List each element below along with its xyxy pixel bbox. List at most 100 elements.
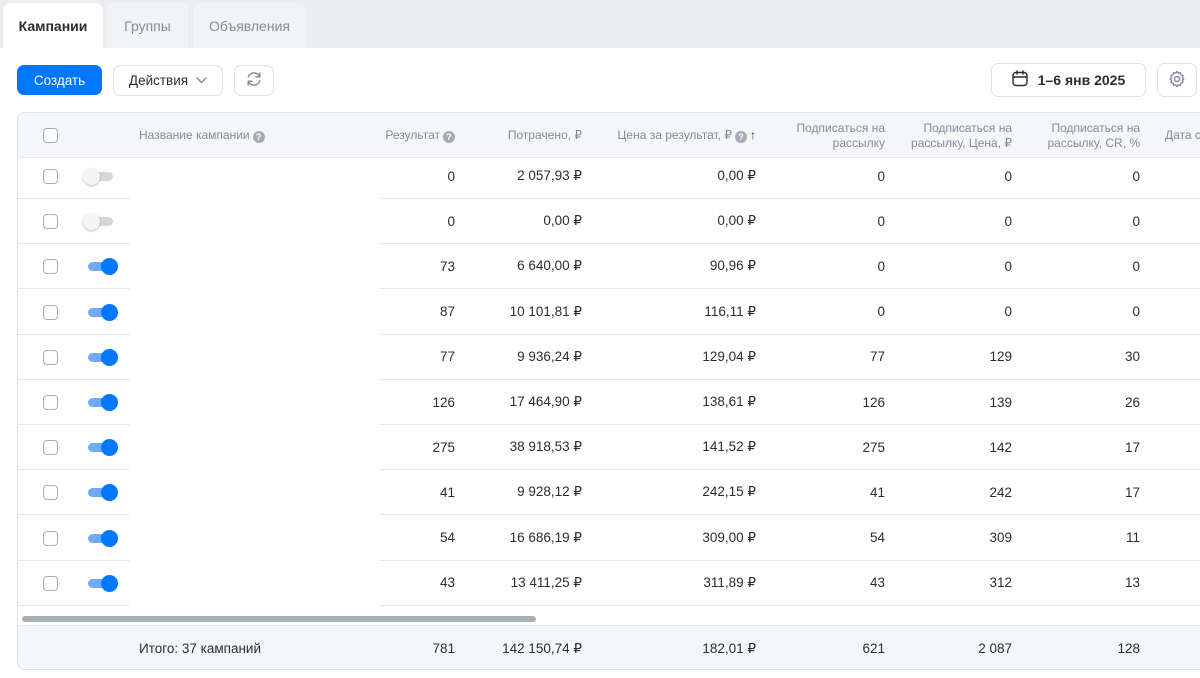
refresh-icon bbox=[245, 70, 263, 91]
row-checkbox[interactable] bbox=[43, 575, 58, 591]
footer-subscribe: 621 bbox=[862, 641, 885, 656]
header-result[interactable]: Результат? bbox=[368, 128, 455, 143]
cell-subscribe-price: 0 bbox=[1004, 304, 1012, 320]
row-checkbox[interactable] bbox=[43, 169, 58, 184]
cell-result: 43 bbox=[439, 575, 455, 591]
tab-campaigns[interactable]: Кампании bbox=[3, 3, 103, 48]
header-subscribe-price[interactable]: Подписаться на рассылку, Цена, ₽ bbox=[888, 121, 1012, 151]
cell-subscribe-cr: 0 bbox=[1132, 168, 1140, 184]
header-campaign-name-label: Название кампании bbox=[139, 128, 250, 142]
campaign-status-toggle[interactable] bbox=[86, 574, 118, 592]
cell-subscribe-price: 312 bbox=[989, 575, 1012, 591]
cell-subscribe-cr: 0 bbox=[1132, 304, 1140, 320]
create-button[interactable]: Создать bbox=[17, 65, 102, 95]
cell-price-per-result: 141,52 ₽ bbox=[702, 439, 756, 455]
cell-subscribe-price: 142 bbox=[989, 439, 1012, 455]
toggle-knob bbox=[101, 303, 118, 321]
toggle-knob bbox=[101, 529, 118, 547]
cell-spent: 0,00 ₽ bbox=[543, 213, 582, 229]
header-subscribe[interactable]: Подписаться на рассылку bbox=[768, 121, 885, 151]
header-price-per-result[interactable]: Цена за результат, ₽? ↑ bbox=[596, 128, 756, 143]
toggle-knob bbox=[101, 574, 118, 592]
campaign-status-toggle[interactable] bbox=[86, 529, 118, 547]
row-checkbox[interactable] bbox=[43, 530, 58, 546]
campaign-status-toggle[interactable] bbox=[86, 303, 118, 321]
footer-subscribe-cr: 128 bbox=[1117, 641, 1140, 656]
row-checkbox[interactable] bbox=[43, 485, 58, 501]
header-subscribe-cr[interactable]: Подписаться на рассылку, CR, % bbox=[1018, 121, 1141, 151]
cell-subscribe: 0 bbox=[877, 213, 885, 229]
cell-subscribe-cr: 0 bbox=[1132, 258, 1140, 274]
table-row[interactable]: 0 2 057,93 ₽ 0,00 ₽ 0 0 0 bbox=[18, 154, 1200, 199]
cell-subscribe-cr: 30 bbox=[1124, 349, 1140, 365]
tab-ads[interactable]: Объявления bbox=[193, 3, 306, 48]
toolbar: Создать Действия 1–6 янв 2025 bbox=[0, 48, 1200, 112]
table-row[interactable]: 43 13 411,25 ₽ 311,89 ₽ 43 312 13 bbox=[18, 561, 1200, 606]
actions-dropdown[interactable]: Действия bbox=[113, 65, 223, 96]
footer-total-label: Итого: 37 кампаний bbox=[139, 641, 261, 656]
header-subscribe-price-line2: рассылку, Цена, ₽ bbox=[911, 136, 1012, 150]
table-row[interactable]: 275 38 918,53 ₽ 141,52 ₽ 275 142 17 bbox=[18, 425, 1200, 471]
cell-spent: 10 101,81 ₽ bbox=[509, 303, 582, 319]
horizontal-scrollbar[interactable] bbox=[18, 613, 1200, 625]
campaign-status-toggle[interactable] bbox=[86, 438, 118, 457]
campaign-status-toggle[interactable] bbox=[86, 483, 118, 502]
cell-result: 77 bbox=[439, 349, 455, 365]
header-price-label: Цена за результат, ₽ bbox=[617, 128, 732, 142]
help-icon[interactable]: ? bbox=[443, 131, 455, 143]
help-icon[interactable]: ? bbox=[252, 131, 265, 143]
cell-price-per-result: 90,96 ₽ bbox=[709, 258, 756, 274]
date-range-label: 1–6 янв 2025 bbox=[1037, 72, 1126, 88]
header-subscribe-cr-line2: рассылку, CR, % bbox=[1047, 136, 1141, 150]
cell-result: 73 bbox=[439, 258, 455, 274]
row-checkbox[interactable] bbox=[43, 440, 58, 456]
table-row[interactable]: 126 17 464,90 ₽ 138,61 ₽ 126 139 26 bbox=[18, 380, 1200, 425]
cell-result: 87 bbox=[439, 304, 455, 320]
header-subscribe-line1: Подписаться на bbox=[796, 121, 885, 135]
tab-groups[interactable]: Группы bbox=[107, 3, 188, 48]
campaign-status-toggle[interactable] bbox=[83, 167, 115, 185]
table-row[interactable]: 0 0,00 ₽ 0,00 ₽ 0 0 0 bbox=[18, 199, 1200, 245]
row-checkbox[interactable] bbox=[43, 349, 58, 365]
campaign-status-toggle[interactable] bbox=[86, 348, 118, 366]
row-checkbox[interactable] bbox=[43, 304, 58, 320]
row-checkbox[interactable] bbox=[43, 214, 58, 230]
settings-button[interactable] bbox=[1157, 63, 1197, 97]
table-header: Название кампании? Результат? Потрачено,… bbox=[18, 113, 1200, 158]
cell-spent: 16 686,19 ₽ bbox=[509, 529, 582, 545]
date-range-picker[interactable]: 1–6 янв 2025 bbox=[991, 63, 1146, 97]
refresh-button[interactable] bbox=[234, 65, 274, 96]
campaign-status-toggle[interactable] bbox=[86, 257, 118, 276]
table-row[interactable]: 87 10 101,81 ₽ 116,11 ₽ 0 0 0 bbox=[18, 290, 1200, 335]
table-row[interactable]: 41 9 928,12 ₽ 242,15 ₽ 41 242 17 bbox=[18, 470, 1200, 516]
header-spent[interactable]: Потрачено, ₽ bbox=[507, 128, 582, 142]
select-all-checkbox[interactable] bbox=[43, 128, 58, 143]
cell-spent: 2 057,93 ₽ bbox=[517, 168, 582, 183]
row-checkbox[interactable] bbox=[43, 259, 58, 275]
help-icon[interactable]: ? bbox=[735, 131, 747, 143]
cell-result: 41 bbox=[439, 484, 455, 500]
header-date[interactable]: Дата с bbox=[1165, 128, 1200, 142]
campaign-status-toggle[interactable] bbox=[83, 212, 115, 231]
cell-price-per-result: 311,89 ₽ bbox=[703, 574, 756, 590]
chevron-down-icon bbox=[196, 72, 207, 87]
table-row[interactable]: 54 16 686,19 ₽ 309,00 ₽ 54 309 11 bbox=[18, 516, 1200, 561]
cell-price-per-result: 0,00 ₽ bbox=[717, 168, 756, 183]
cell-subscribe: 43 bbox=[869, 575, 885, 591]
cell-subscribe-price: 242 bbox=[989, 484, 1012, 500]
cell-price-per-result: 242,15 ₽ bbox=[702, 484, 756, 500]
campaign-status-toggle[interactable] bbox=[86, 393, 118, 411]
header-subscribe-cr-line1: Подписаться на bbox=[1051, 121, 1140, 135]
row-checkbox[interactable] bbox=[43, 395, 58, 410]
footer-result: 781 bbox=[432, 641, 455, 656]
cell-subscribe: 0 bbox=[877, 258, 885, 274]
table-row[interactable]: 77 9 936,24 ₽ 129,04 ₽ 77 129 30 bbox=[18, 335, 1200, 380]
header-campaign-name[interactable]: Название кампании? bbox=[139, 128, 265, 143]
cell-subscribe-price: 0 bbox=[1004, 213, 1012, 229]
table-footer: Итого: 37 кампаний 781 142 150,74 ₽ 182,… bbox=[18, 625, 1200, 669]
header-subscribe-price-line1: Подписаться на bbox=[923, 121, 1012, 135]
cell-subscribe-cr: 13 bbox=[1124, 575, 1140, 591]
scrollbar-thumb[interactable] bbox=[22, 616, 536, 622]
table-row[interactable]: 73 6 640,00 ₽ 90,96 ₽ 0 0 0 bbox=[18, 244, 1200, 290]
cell-spent: 13 411,25 ₽ bbox=[510, 574, 582, 590]
